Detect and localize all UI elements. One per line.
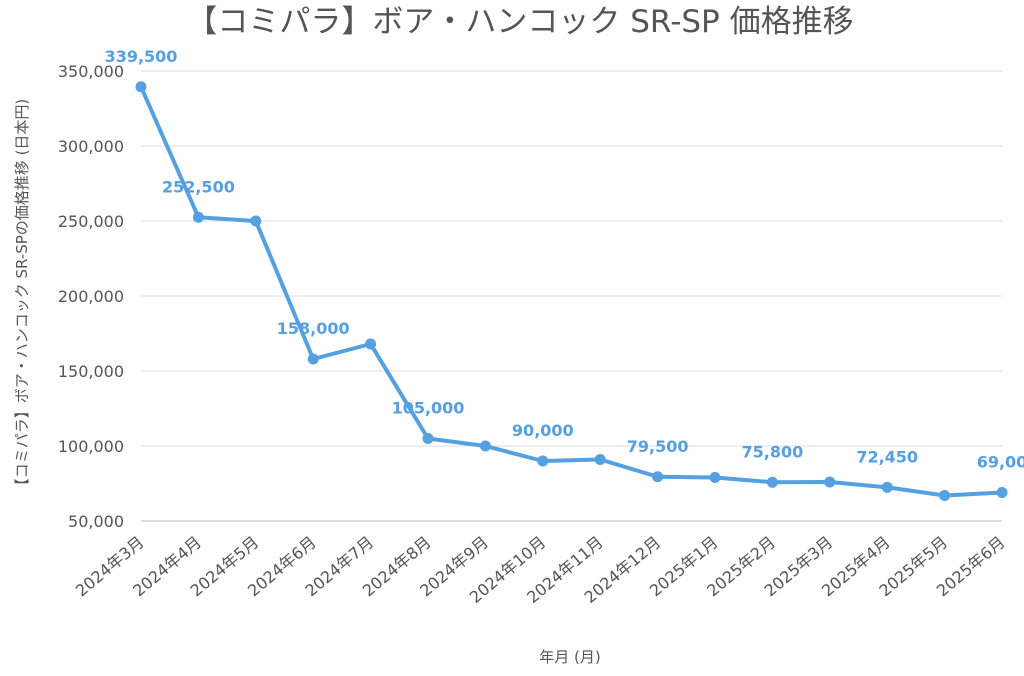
x-axis-ticks: 2024年3月2024年4月2024年5月2024年6月2024年7月2024年… [72,533,1009,607]
y-axis-ticks: 50,000 100,000 150,000 200,000 250,000 300,00… [58,62,124,531]
gridlines [141,70,1002,522]
data-point [307,353,319,365]
data-labels: 339,500 252,500 158,000 105,000 90,000 79,500… [105,47,1024,472]
y-tick-label: 250,000 [58,212,124,231]
data-label: 105,000 [392,399,465,418]
data-point [594,454,606,465]
data-point [881,481,893,493]
data-point [652,471,664,483]
data-label: 339,500 [105,47,178,66]
data-label: 79,500 [627,437,689,456]
data-label: 90,000 [512,421,574,440]
data-point [479,440,491,452]
data-point [135,81,147,93]
data-point [824,476,836,488]
data-point [939,490,951,501]
data-label: 75,800 [742,442,804,461]
data-label: 69,00 [977,453,1024,472]
y-tick-label: 350,000 [58,62,124,81]
data-point [537,455,549,467]
data-point [422,433,434,444]
data-label: 252,500 [162,177,235,196]
chart-title: 【コミパラ】ボア・ハンコック SR-SP 価格推移 [186,4,853,40]
data-point [192,211,204,223]
y-tick-label: 50,000 [68,512,124,531]
data-point [996,487,1008,498]
x-axis-title: 年月 (月) [539,648,600,666]
y-tick-label: 200,000 [58,287,124,306]
data-label: 158,000 [277,319,350,338]
y-tick-label: 100,000 [58,437,124,456]
y-axis-title: 【コミパラ】ボア・ハンコック SR-SPの価格推移 (日本円) [13,99,31,494]
y-tick-label: 150,000 [58,362,124,381]
y-tick-label: 300,000 [58,137,124,156]
data-point [365,338,377,350]
series [135,81,1008,501]
data-point [250,215,262,227]
data-point [766,476,778,488]
data-point [709,472,721,483]
data-label: 72,450 [856,447,918,466]
series-line [139,84,1004,498]
